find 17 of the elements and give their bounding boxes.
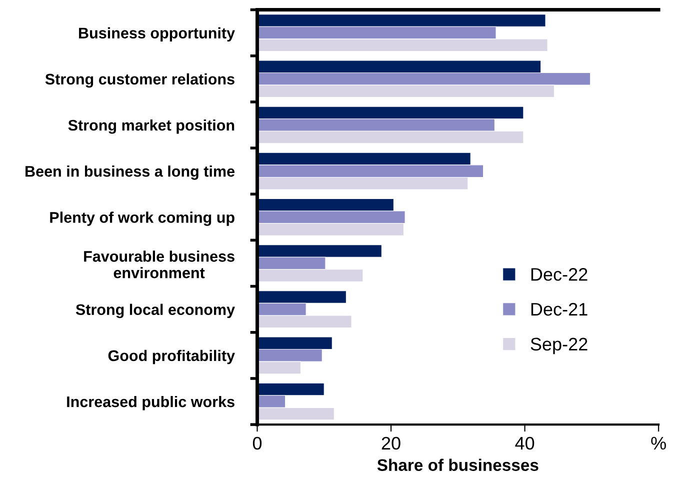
legend-label: Dec-22 [531,268,588,281]
y-tick-label: Strong customer relations [45,73,234,88]
y-tick-label: Good profitability [108,350,235,364]
legend-label: Dec-21 [531,302,588,316]
y-tick-label: Strong market position [68,119,234,134]
x-tick-label: 20 [382,436,400,450]
x-axis-title: Share of businesses [377,458,538,471]
y-tick-label: Increased public works [67,396,234,410]
y-tick-label: Business opportunity [79,27,235,42]
x-tick-label: 40 [515,436,534,450]
x-tick-label: % [651,436,666,450]
y-tick-label: Plenty of work coming up [50,212,234,226]
y-tick-label: Strong local economy [76,304,235,318]
x-tick-label: 0 [252,436,262,450]
legend-label: Sep-22 [530,338,588,354]
y-tick-label: Been in business a long time [26,166,235,180]
y-tick-label: Favourable business environment [84,250,234,278]
